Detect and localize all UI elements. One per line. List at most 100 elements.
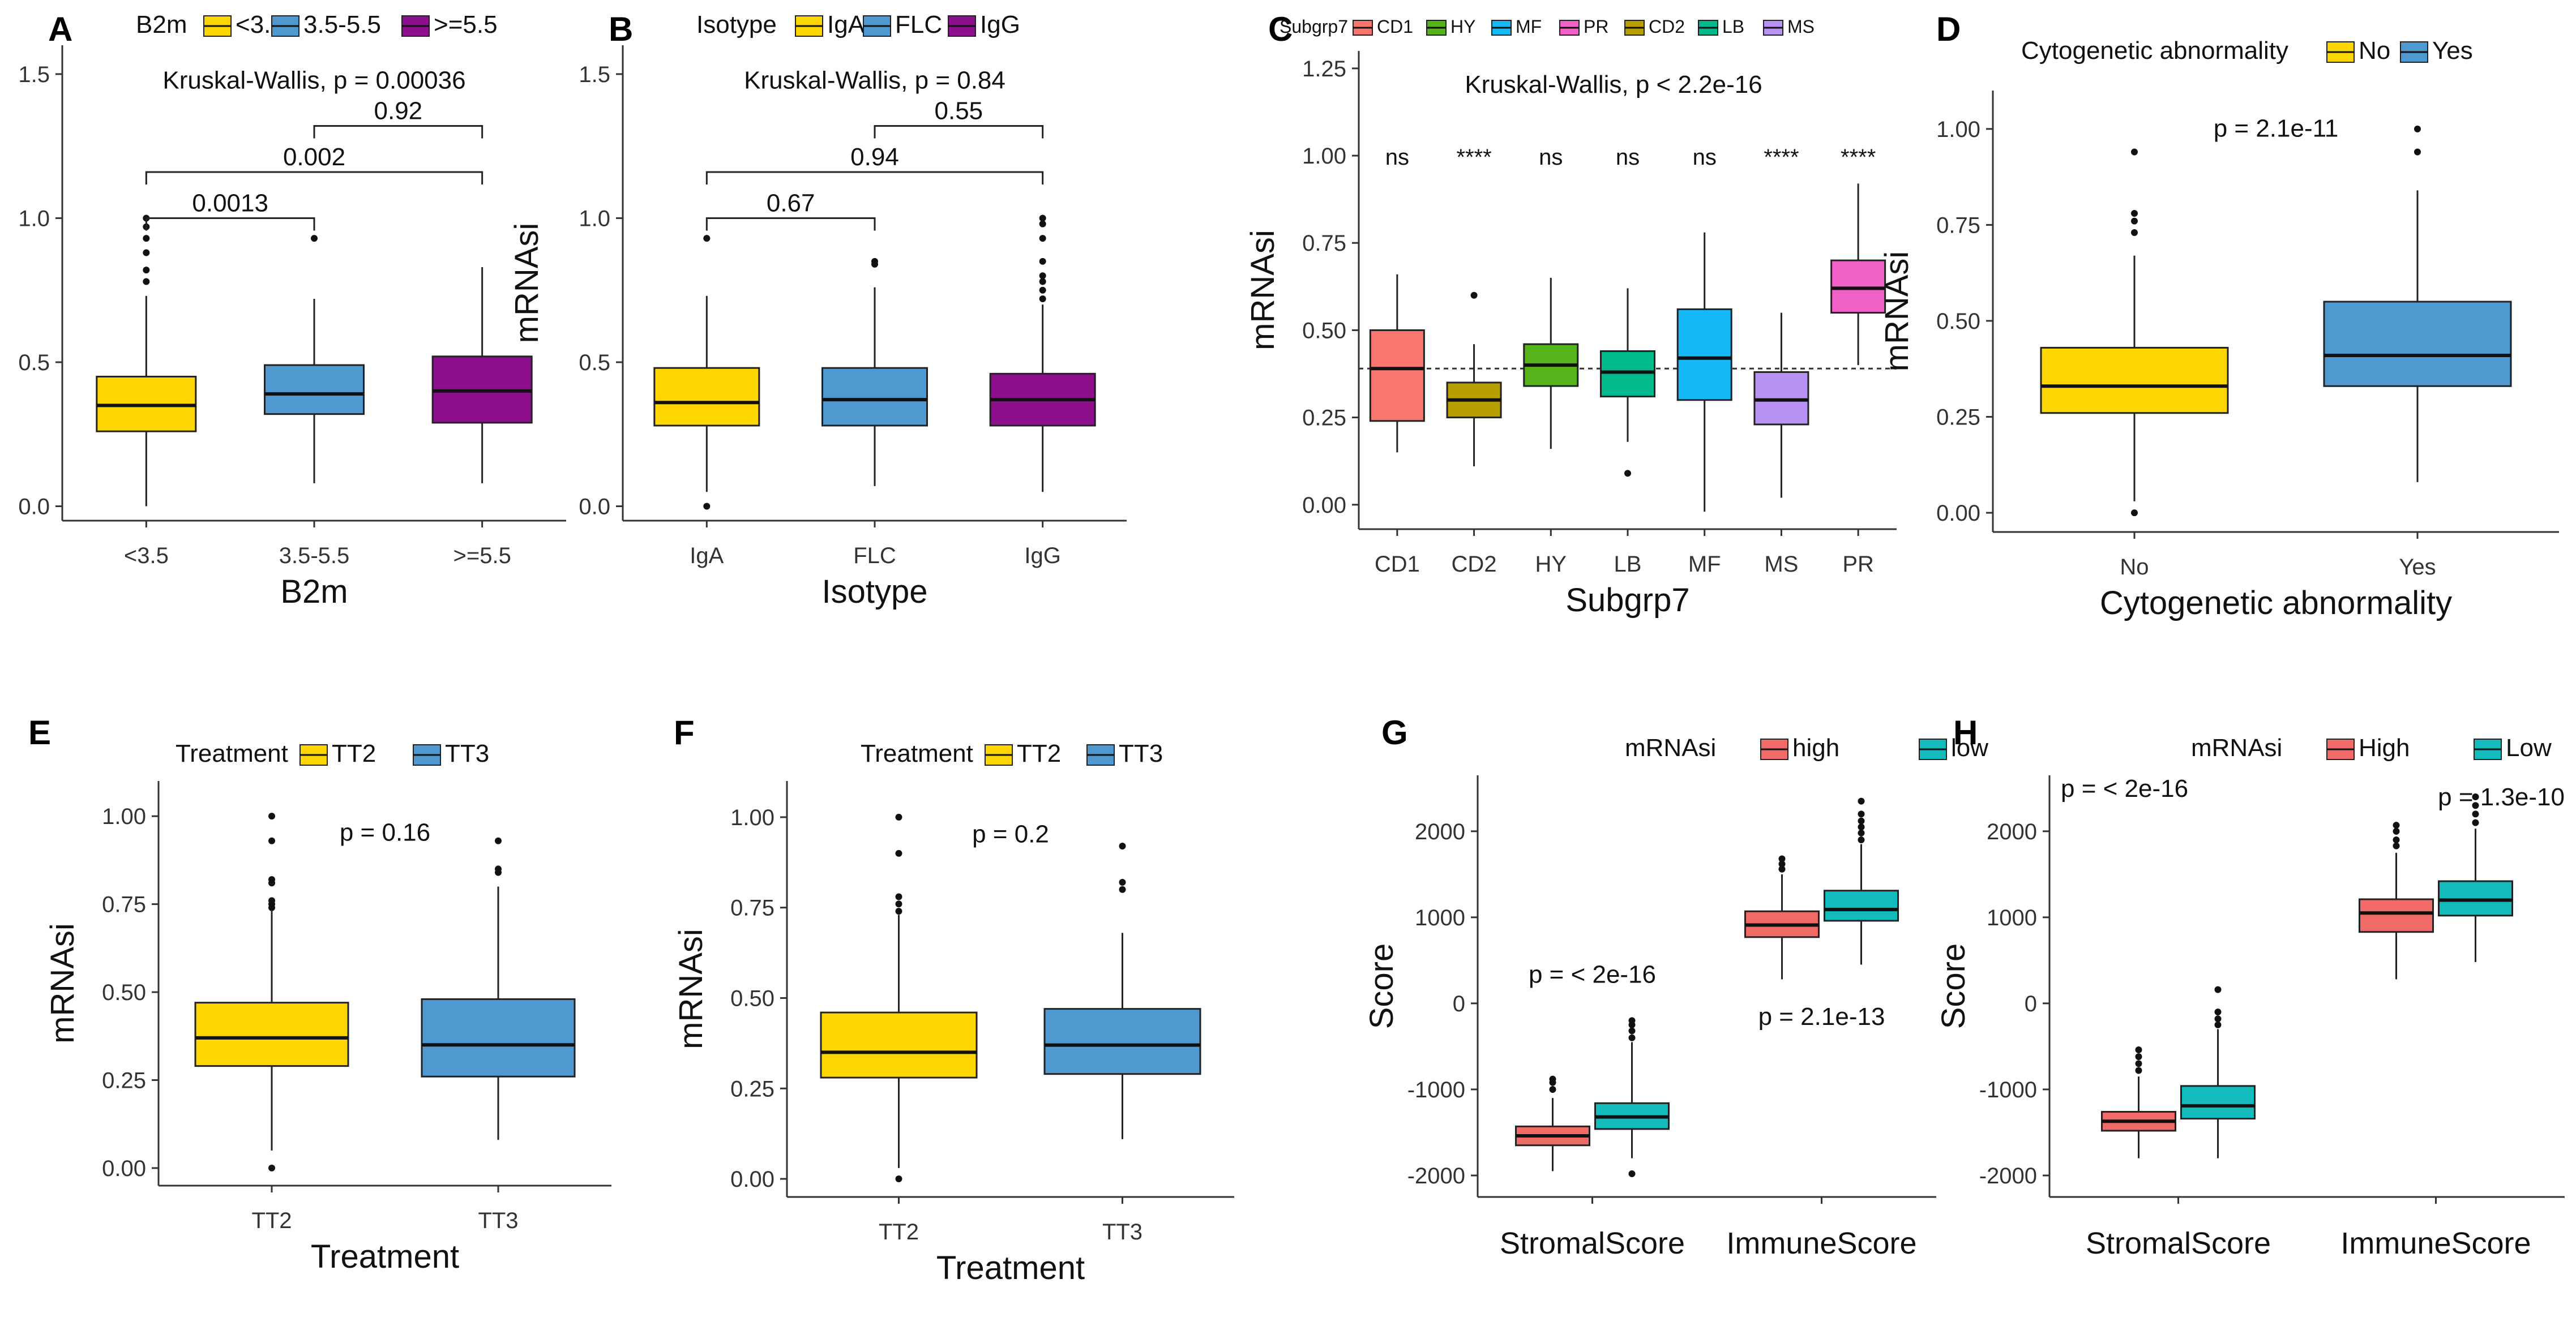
- x-tick-label: TT3: [1102, 1220, 1142, 1245]
- legend-key-MF: [1491, 20, 1512, 36]
- outlier-point: [2131, 217, 2138, 225]
- y-tick-label: 0.75: [1302, 231, 1346, 256]
- box-StromalScore-low: [1594, 1017, 1670, 1177]
- box-IgA: [653, 235, 760, 510]
- legend-title: Isotype: [696, 11, 777, 38]
- legend-key-high: [1760, 739, 1788, 760]
- y-tick-label: 0.50: [1936, 309, 1980, 334]
- legend-key-Low: [2474, 739, 2502, 760]
- legend-title: B2m: [136, 11, 187, 38]
- outlier-point: [2135, 1053, 2142, 1061]
- y-tick-label: 1.25: [1302, 57, 1346, 81]
- outlier-point: [2131, 509, 2138, 517]
- box-TT2: [820, 813, 978, 1183]
- box->=5.5: [431, 267, 533, 483]
- comparison-bracket: [145, 171, 483, 184]
- panel-label: F: [674, 714, 695, 752]
- outlier-point: [311, 235, 318, 242]
- outlier-point: [2214, 986, 2222, 993]
- outlier-point: [2135, 1060, 2142, 1067]
- x-axis-title: Isotype: [822, 573, 928, 610]
- x-tick-label: <3.5: [124, 543, 169, 568]
- y-tick-label: 0: [1453, 992, 1465, 1016]
- legend-key-TT2: [985, 744, 1013, 766]
- legend-key-low: [1919, 739, 1947, 760]
- x-tick-label: CD2: [1452, 552, 1497, 577]
- box-ImmuneScore-High: [2359, 822, 2434, 980]
- comparison-p-value: 0.92: [374, 97, 423, 125]
- box-Yes: [2323, 125, 2512, 482]
- immune-p-value: p = 1.3e-10: [2438, 783, 2565, 811]
- outlier-point: [703, 235, 711, 242]
- outlier-point: [2131, 148, 2138, 156]
- box-PR: [1830, 183, 1886, 366]
- outlier-point: [1039, 258, 1046, 265]
- x-tick-label: No: [2120, 555, 2149, 580]
- outlier-point: [1470, 291, 1478, 299]
- x-axis-title: Cytogenetic abnormality: [2100, 585, 2452, 621]
- test-p-value: p = 0.2: [972, 821, 1049, 848]
- legend-label: high: [1792, 734, 1839, 762]
- outlier-point: [1858, 810, 1865, 818]
- outlier-point: [2135, 1067, 2142, 1074]
- outlier-point: [1628, 1034, 1636, 1041]
- outlier-point: [1039, 295, 1046, 302]
- y-tick-label: 0.25: [1936, 405, 1980, 430]
- comparison-p-value: 0.55: [935, 97, 983, 125]
- outlier-point: [1119, 878, 1126, 886]
- outlier-point: [1039, 286, 1046, 294]
- outlier-point: [1039, 272, 1046, 280]
- outlier-point: [2393, 842, 2400, 849]
- box-body: [653, 367, 760, 427]
- comparison-p-value: 0.002: [283, 143, 345, 171]
- y-tick-label: 0.25: [730, 1076, 774, 1101]
- outlier-point: [1549, 1075, 1556, 1083]
- outlier-point: [2393, 836, 2400, 844]
- y-tick-label: 0.75: [730, 896, 774, 921]
- legend-title: Cytogenetic abnormality: [2021, 37, 2288, 65]
- panel-label: H: [1953, 714, 1978, 752]
- box-3.5-5.5: [264, 235, 365, 483]
- test-p-value: p = 2.1e-11: [2214, 114, 2339, 142]
- y-tick-label: 0.0: [579, 495, 610, 520]
- test-p-value: Kruskal-Wallis, p = 0.00036: [162, 66, 465, 94]
- outlier-point: [1039, 214, 1046, 222]
- legend-key-PR: [1559, 20, 1580, 36]
- significance-label: ns: [1693, 145, 1717, 170]
- outlier-point: [2472, 793, 2479, 801]
- box-body: [820, 1011, 978, 1079]
- box-body: [1824, 890, 1899, 922]
- outlier-point: [1119, 843, 1126, 850]
- y-tick-label: 0.50: [730, 986, 774, 1011]
- significance-label: ns: [1539, 145, 1563, 170]
- legend-title: Treatment: [861, 740, 973, 767]
- significance-label: ****: [1841, 145, 1876, 170]
- box-MF: [1676, 232, 1732, 512]
- box-LB: [1600, 288, 1655, 477]
- outlier-point: [895, 1175, 902, 1183]
- box-FLC: [821, 258, 928, 486]
- box-body: [1830, 259, 1886, 314]
- x-tick-label: IgG: [1024, 543, 1060, 568]
- y-axis-title: mRNAsi: [508, 223, 545, 344]
- significance-label: ****: [1456, 145, 1491, 170]
- x-tick-label: FLC: [853, 543, 896, 568]
- y-tick-label: 2000: [1415, 819, 1465, 844]
- legend-label: MS: [1787, 16, 1815, 37]
- outlier-point: [2214, 1015, 2222, 1023]
- legend-title: Subgrp7: [1280, 16, 1348, 37]
- box-StromalScore-Low: [2180, 986, 2256, 1158]
- outlier-point: [1624, 470, 1631, 477]
- legend-title: Treatment: [176, 740, 288, 767]
- outlier-point: [1039, 220, 1046, 228]
- box-body: [2323, 301, 2512, 387]
- legend-key-<3.5: [203, 15, 232, 37]
- y-tick-label: 1.00: [1302, 144, 1346, 169]
- y-axis-title: mRNAsi: [673, 929, 709, 1049]
- y-tick-label: 0.00: [730, 1167, 774, 1192]
- outlier-point: [268, 1164, 275, 1171]
- x-tick-label: LB: [1614, 552, 1642, 577]
- box-body: [194, 1002, 349, 1067]
- legend-key-CD1: [1353, 20, 1373, 36]
